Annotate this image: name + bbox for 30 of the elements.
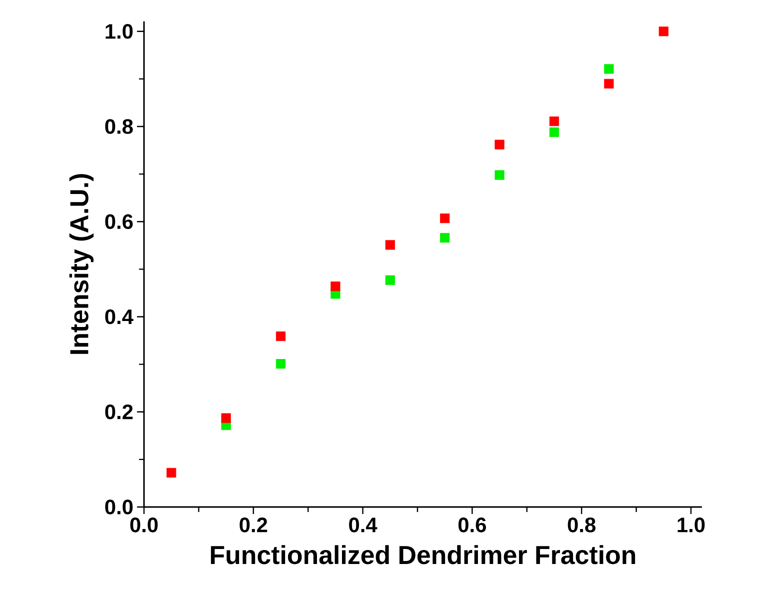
point	[440, 214, 450, 224]
point	[658, 26, 668, 36]
point	[549, 127, 560, 138]
y-tick-label: 0.0	[105, 500, 133, 514]
x-tick-label: 0.8	[568, 518, 596, 532]
point	[330, 282, 340, 292]
y-axis-title: Intensity (A.U.)	[69, 174, 94, 354]
point	[385, 275, 395, 285]
point	[276, 359, 286, 369]
x-tick-label: 0.4	[349, 518, 378, 532]
x-tick-label: 0.6	[458, 518, 486, 532]
y-tick-label: 1.0	[106, 24, 133, 39]
y-tick-label: 0.8	[105, 119, 133, 134]
x-tick-label: 0.2	[240, 518, 268, 532]
point	[385, 240, 395, 250]
y-tick-label: 0.4	[105, 309, 134, 324]
y-tick-label: 0.6	[105, 214, 133, 230]
y-tick-label: 0.2	[105, 404, 133, 420]
x-tick-label: 0.0	[130, 518, 158, 532]
point	[494, 140, 504, 150]
point	[604, 78, 614, 88]
point	[276, 331, 286, 342]
point	[549, 116, 560, 126]
x-axis-title: Functionalized Dendrimer Fraction	[210, 545, 636, 564]
point	[166, 468, 176, 478]
point	[221, 413, 231, 423]
point	[604, 64, 614, 74]
x-tick-label: 1.0	[678, 518, 705, 532]
point	[494, 170, 504, 180]
point	[440, 233, 450, 243]
